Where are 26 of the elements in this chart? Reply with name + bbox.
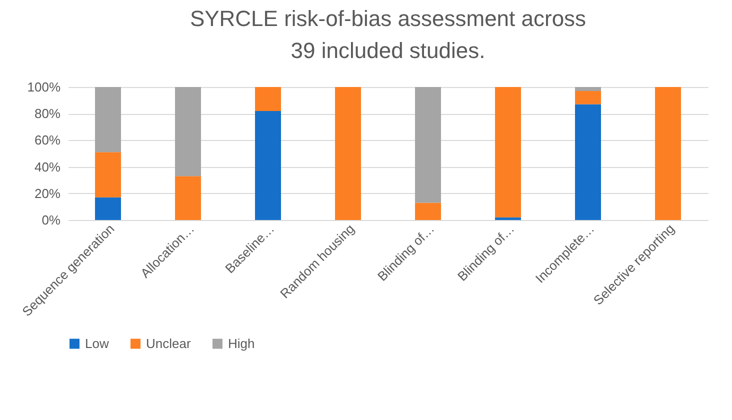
bar xyxy=(415,202,441,220)
y-tick-label: 60% xyxy=(34,132,61,148)
y-tick-label: 0% xyxy=(42,212,61,228)
legend-label: Unclear xyxy=(146,336,192,351)
bar xyxy=(575,90,601,104)
y-tick-label: 40% xyxy=(34,159,61,174)
bar xyxy=(495,217,521,220)
bar xyxy=(575,104,601,220)
bar xyxy=(655,87,681,220)
legend-label: Low xyxy=(85,336,110,351)
bar xyxy=(495,87,521,218)
bar xyxy=(175,87,201,176)
chart-title: SYRCLE risk-of-bias assessment across 39 included studies. xyxy=(190,6,586,63)
legend-label: High xyxy=(228,336,255,351)
bar xyxy=(95,152,121,198)
bar xyxy=(415,87,441,203)
y-tick-label: 80% xyxy=(34,106,61,122)
y-tick-label: 20% xyxy=(34,186,61,201)
bar xyxy=(575,87,601,91)
bar xyxy=(255,87,281,111)
bar xyxy=(175,176,201,220)
bar xyxy=(95,87,121,152)
bar xyxy=(95,197,121,220)
bar xyxy=(335,87,361,220)
y-tick-label: 100% xyxy=(27,80,61,94)
bar xyxy=(255,110,281,220)
